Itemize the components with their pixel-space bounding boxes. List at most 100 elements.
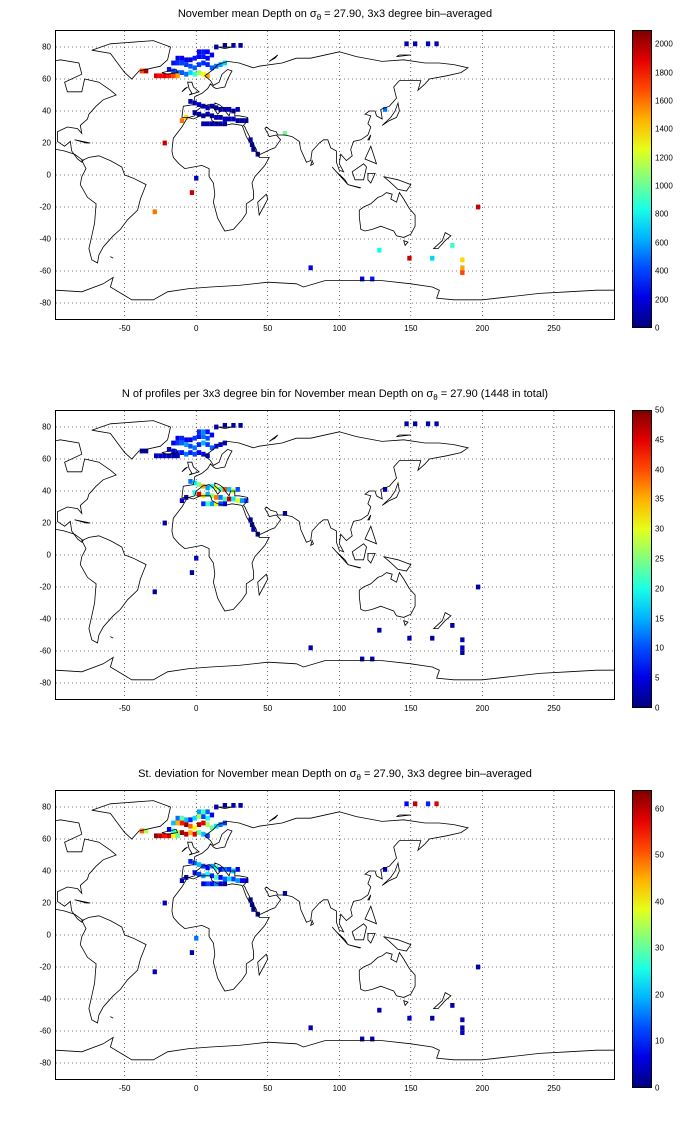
bin-cell bbox=[460, 637, 465, 643]
coastline bbox=[268, 434, 279, 442]
bin-cell bbox=[248, 517, 253, 523]
bin-cell bbox=[209, 825, 215, 831]
bin-cell bbox=[196, 434, 202, 439]
bin-cell bbox=[171, 448, 176, 454]
colorbar-tick-label: 1400 bbox=[655, 124, 673, 134]
bin-cell bbox=[192, 870, 197, 875]
bin-cell bbox=[450, 1003, 455, 1008]
bin-cell bbox=[209, 873, 215, 879]
bin-cell bbox=[196, 830, 202, 835]
x-tick-label: 250 bbox=[547, 704, 561, 713]
coastline bbox=[56, 819, 117, 923]
coastline bbox=[217, 46, 233, 50]
coastline bbox=[310, 159, 315, 167]
bin-cell bbox=[179, 830, 185, 835]
title-subscript: θ bbox=[433, 393, 438, 403]
y-tick-label: -60 bbox=[39, 1026, 51, 1036]
coastline bbox=[347, 564, 361, 569]
bin-cell bbox=[209, 113, 215, 119]
bin-cell bbox=[171, 73, 176, 79]
bin-cell bbox=[475, 584, 481, 590]
bin-cell bbox=[192, 110, 197, 115]
bin-cell bbox=[166, 67, 172, 72]
bin-cell bbox=[171, 60, 176, 66]
bin-cell bbox=[192, 825, 197, 831]
bin-cell bbox=[407, 635, 412, 641]
bin-cell bbox=[214, 865, 219, 871]
colorbar-tick-label: 50 bbox=[655, 850, 664, 860]
x-tick-label: 50 bbox=[263, 1084, 273, 1093]
coastline bbox=[110, 636, 114, 639]
coastline bbox=[331, 926, 349, 945]
bin-cell bbox=[222, 867, 227, 872]
panel-title: November mean Depth on σθ = 27.90, 3x3 d… bbox=[55, 8, 615, 22]
coastline bbox=[396, 434, 411, 437]
bin-cell bbox=[460, 257, 465, 263]
bin-cell bbox=[370, 276, 375, 282]
coastline bbox=[56, 656, 614, 681]
bin-cell bbox=[360, 656, 365, 662]
coastline bbox=[367, 172, 376, 184]
bin-cell bbox=[475, 964, 481, 970]
bin-cell bbox=[184, 831, 189, 837]
bin-cell bbox=[227, 496, 232, 502]
bin-cell bbox=[201, 831, 206, 837]
bin-cell bbox=[201, 881, 206, 887]
bin-cell bbox=[162, 140, 167, 146]
bin-cell bbox=[192, 815, 197, 821]
colorbar bbox=[632, 30, 652, 328]
bin-cell bbox=[201, 501, 206, 507]
bin-cell bbox=[231, 423, 236, 428]
title-text-end: = 27.90, 3x3 degree bin–averaged bbox=[321, 8, 493, 20]
bin-cell bbox=[205, 121, 210, 127]
bin-cell bbox=[235, 878, 240, 883]
bin-cell bbox=[209, 863, 215, 869]
bin-cell bbox=[244, 498, 249, 503]
colorbar-tick-label: 800 bbox=[655, 209, 669, 219]
colorbar-tick-label: 15 bbox=[655, 614, 664, 624]
bin-cell bbox=[175, 73, 180, 79]
coastline bbox=[358, 191, 416, 238]
bin-cell bbox=[377, 247, 382, 253]
y-tick-label: -20 bbox=[39, 962, 51, 972]
bin-cell bbox=[382, 867, 388, 872]
bin-cell bbox=[171, 820, 176, 826]
bin-cell bbox=[222, 43, 227, 48]
bin-cell bbox=[192, 445, 197, 451]
bin-cell bbox=[218, 881, 223, 887]
bin-cell bbox=[231, 876, 236, 882]
bin-cell bbox=[425, 801, 431, 807]
bin-cell bbox=[201, 121, 206, 127]
bin-cell bbox=[201, 451, 206, 457]
bin-cell bbox=[231, 803, 236, 808]
coastline bbox=[181, 51, 470, 173]
bin-cell bbox=[218, 822, 223, 827]
bin-cell bbox=[179, 440, 185, 446]
bin-cell bbox=[214, 121, 219, 127]
bin-cell bbox=[205, 453, 210, 459]
bin-cell bbox=[460, 650, 465, 655]
bin-cell bbox=[222, 881, 227, 887]
bin-cell bbox=[196, 429, 202, 435]
bin-cell bbox=[196, 482, 202, 487]
bin-cell bbox=[196, 54, 202, 59]
bin-cell bbox=[179, 60, 185, 66]
bin-cell bbox=[152, 969, 157, 975]
bin-cell bbox=[205, 442, 210, 447]
bin-cell bbox=[460, 1017, 465, 1023]
bin-cell bbox=[175, 833, 180, 839]
coastline bbox=[396, 814, 411, 817]
title-subscript: θ bbox=[356, 773, 361, 783]
bin-cell bbox=[188, 443, 193, 449]
coastline bbox=[381, 101, 400, 126]
bin-cell bbox=[196, 442, 202, 447]
y-tick-label: 60 bbox=[42, 454, 51, 464]
bin-cell bbox=[189, 950, 195, 955]
bin-cell bbox=[218, 442, 223, 447]
bin-cell bbox=[166, 833, 172, 839]
bin-cell bbox=[205, 49, 210, 55]
y-tick-label: -80 bbox=[39, 298, 51, 308]
bin-cell bbox=[158, 453, 163, 459]
bin-cell bbox=[251, 907, 256, 912]
bin-cell bbox=[158, 73, 163, 79]
